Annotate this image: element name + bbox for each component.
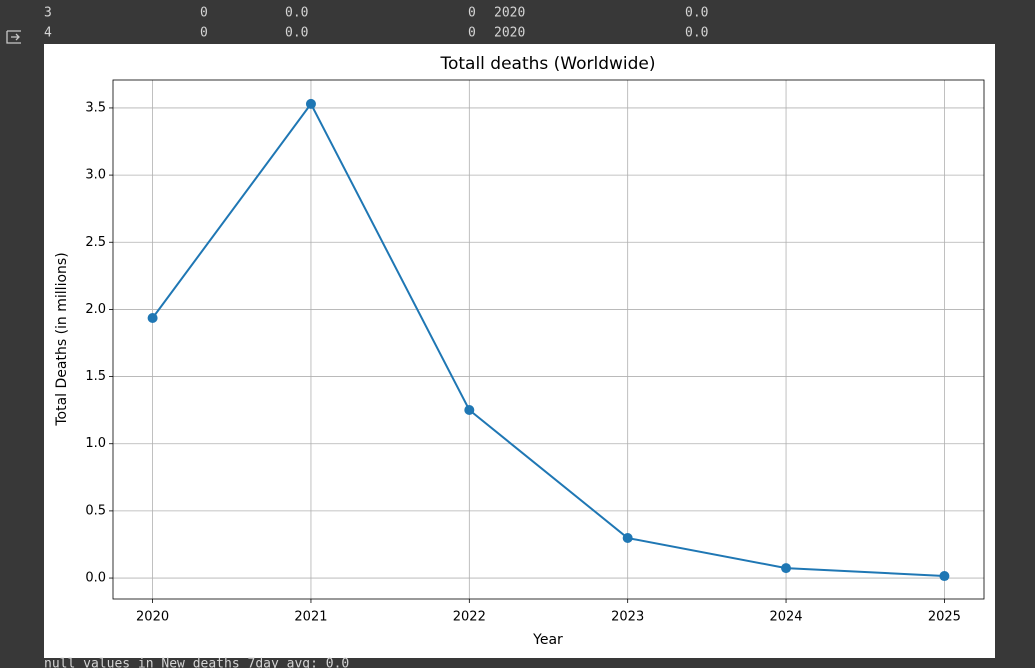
x-tick-label: 2025	[928, 610, 961, 625]
output-cell: 0	[468, 26, 476, 41]
y-tick-label: 0.0	[85, 571, 106, 586]
output-cell: 0	[468, 6, 476, 21]
output-cell: 2020	[494, 26, 525, 41]
y-tick-label: 1.0	[85, 436, 106, 451]
y-tick-label: 0.5	[85, 503, 106, 518]
output-cell: 0.0	[685, 6, 708, 21]
data-point	[781, 563, 792, 574]
y-tick-label: 2.0	[85, 302, 106, 317]
data-point	[147, 313, 158, 324]
data-line	[151, 102, 945, 578]
figure	[44, 44, 995, 658]
x-tick-label: 2023	[611, 610, 644, 625]
y-tick-label: 3.0	[85, 168, 106, 183]
output-cell: 2020	[494, 6, 525, 21]
y-tick-label: 1.5	[85, 369, 106, 384]
data-point	[464, 405, 475, 416]
data-point	[622, 533, 633, 544]
output-cell: 0	[200, 26, 208, 41]
output-cell: 4	[44, 26, 52, 41]
y-tick-label: 2.5	[85, 235, 106, 250]
data-point	[939, 571, 950, 582]
output-cell: 3	[44, 6, 52, 21]
x-axis-label: Year	[532, 632, 563, 648]
output-cell: 0	[200, 6, 208, 21]
data-point	[305, 98, 316, 109]
x-tick-label: 2024	[769, 610, 802, 625]
x-tick-label: 2021	[294, 610, 327, 625]
output-icon[interactable]	[6, 30, 21, 44]
y-tick-label: 3.5	[85, 100, 106, 115]
output-cell: 0.0	[285, 6, 308, 21]
chart-title: Totall deaths (Worldwide)	[439, 54, 655, 74]
footer-text: null values in New_deaths_7day_avg: 0.0	[44, 657, 349, 668]
x-tick-label: 2020	[136, 610, 169, 625]
plot-frame	[112, 79, 985, 600]
output-cell: 0.0	[285, 26, 308, 41]
output-cell: 0.0	[685, 26, 708, 41]
y-axis-label: Total Deaths (in millions)	[54, 252, 70, 426]
x-tick-label: 2022	[453, 610, 486, 625]
